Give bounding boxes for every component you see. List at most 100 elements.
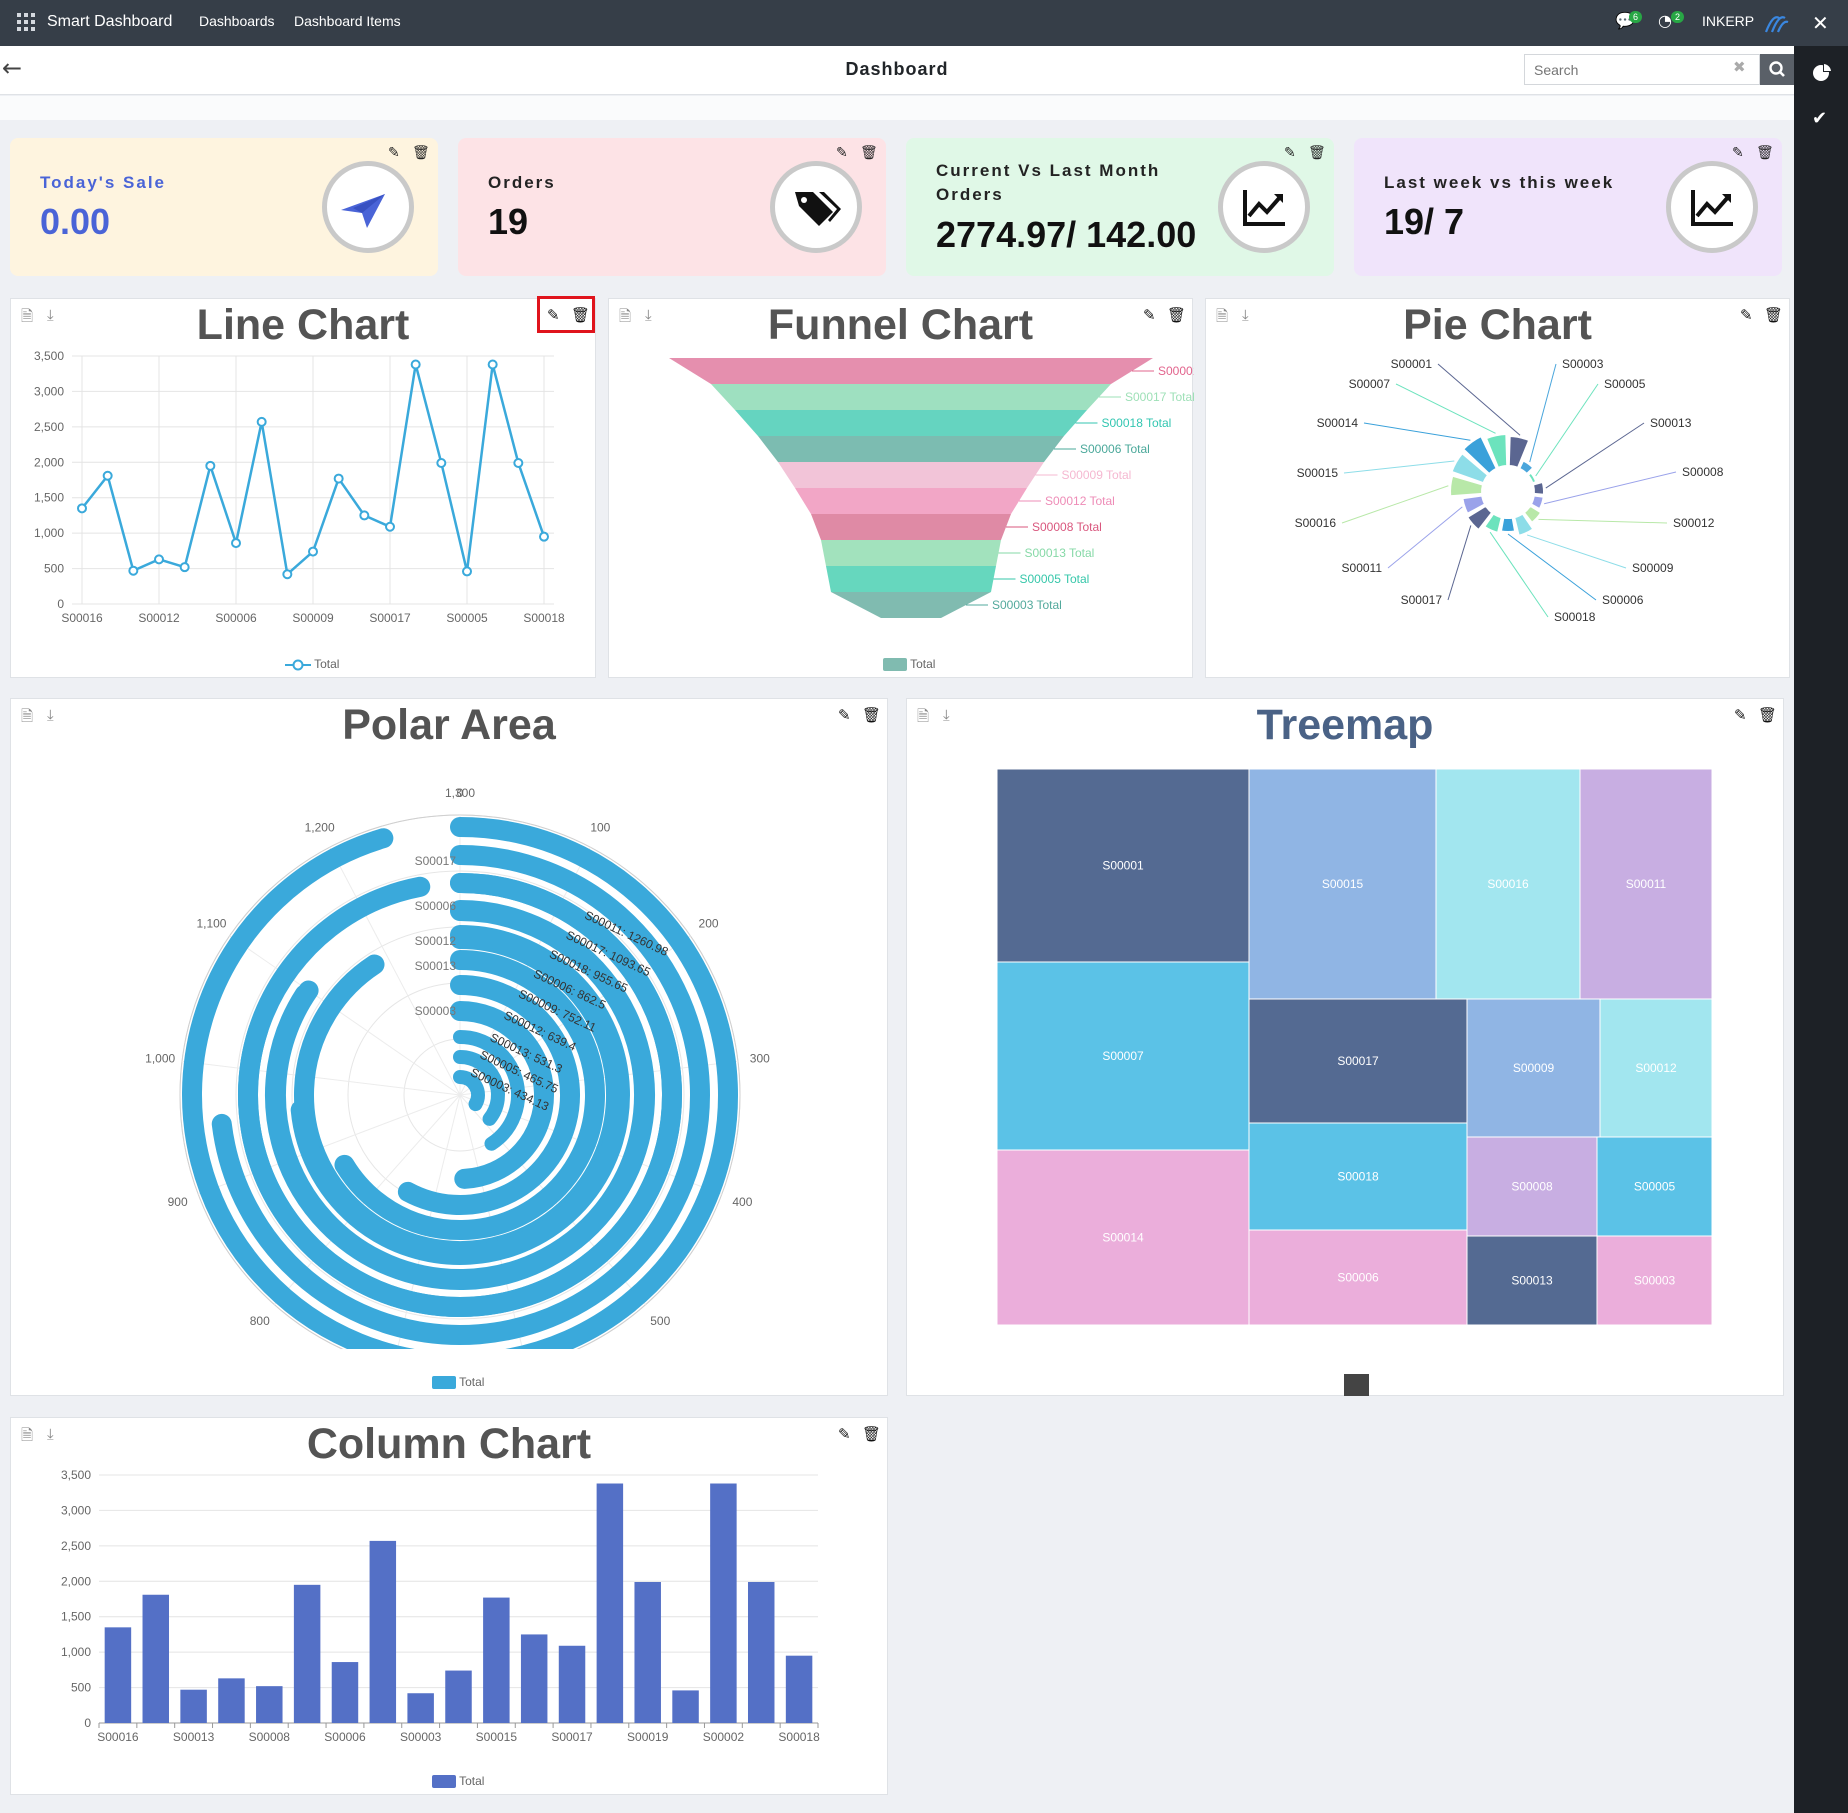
pie-leader-line	[1343, 460, 1455, 474]
column-bar	[256, 1686, 283, 1723]
chart-legend[interactable]: Total	[432, 1774, 484, 1789]
edit-icon[interactable]: ✎	[1284, 145, 1296, 161]
menu-dashboards[interactable]: Dashboards	[199, 13, 275, 29]
kpi-card[interactable]: Today's Sale 0.00 ✎ 🗑	[10, 138, 438, 276]
edit-icon[interactable]: ✎	[1740, 306, 1753, 324]
column-bar	[407, 1693, 434, 1723]
treemap-label: S00003	[1634, 1274, 1676, 1288]
pie-leader-line	[1507, 533, 1597, 601]
kpi-card[interactable]: Current Vs Last Month Orders 2774.97/ 142…	[906, 138, 1334, 276]
apps-menu-icon[interactable]	[17, 13, 35, 31]
trash-icon[interactable]: 🗑	[571, 306, 591, 324]
pie-label: S00015	[1297, 466, 1339, 480]
treemap-tile	[996, 961, 1250, 1151]
edit-icon[interactable]: ✎	[838, 706, 851, 724]
pie-label: S00006	[1602, 593, 1644, 607]
funnel-label: S00005 Total	[1020, 572, 1090, 586]
angle-tick-label: 1,100	[196, 916, 226, 930]
arrow-left-icon[interactable]: ←	[2, 54, 23, 82]
trash-icon[interactable]: 🗑	[862, 706, 882, 724]
polar-category-label: S00006	[415, 899, 457, 913]
angle-tick-label: 100	[590, 821, 610, 835]
page-title: Dashboard	[845, 59, 949, 79]
menu-dashboard-items[interactable]: Dashboard Items	[294, 13, 401, 29]
column-bar	[331, 1662, 359, 1723]
pie-label: S00005	[1604, 377, 1646, 391]
activity-clock-icon[interactable]: ◔	[1658, 11, 1672, 30]
y-tick-label: 3,000	[61, 1503, 91, 1517]
polar-category-label: S00012	[415, 934, 457, 948]
trash-icon[interactable]: 🗑	[1756, 145, 1774, 161]
trash-icon[interactable]: 🗑	[1308, 145, 1326, 161]
funnel-segment	[821, 540, 1001, 566]
line-chart-card: 🗎 ⤓ Line Chart ✎ 🗑 0 500 1,000 1,500 2,000 2,…	[10, 296, 596, 678]
download-icon[interactable]: ⤓	[47, 306, 54, 324]
treemap-label: S00001	[1102, 859, 1144, 873]
search-input[interactable]	[1524, 54, 1760, 85]
polar-bar	[453, 1050, 505, 1126]
clear-search-icon[interactable]: ✖	[1733, 59, 1746, 76]
kpi-card[interactable]: Last week vs this week 19/ 7 ✎ 🗑	[1354, 138, 1782, 276]
export-doc-icon[interactable]: 🗎	[619, 307, 632, 325]
edit-icon[interactable]: ✎	[1143, 306, 1156, 324]
kpi-value: 0.00	[40, 201, 111, 242]
polar-category-label: S00013	[415, 959, 457, 973]
chart-legend[interactable]: Total	[432, 1375, 484, 1390]
download-icon[interactable]: ⤓	[47, 1425, 54, 1443]
polar-bar	[265, 900, 655, 1290]
treemap-tile	[1248, 998, 1468, 1124]
y-tick-label: 1,500	[34, 491, 64, 505]
kpi-card[interactable]: Orders 19 ✎ 🗑	[458, 138, 886, 276]
polar-bar	[450, 1001, 554, 1189]
export-doc-icon[interactable]: 🗎	[1216, 307, 1229, 325]
pie-chart-icon[interactable]	[1812, 63, 1832, 83]
trash-icon[interactable]: 🗑	[1167, 306, 1187, 324]
trash-icon[interactable]: 🗑	[860, 145, 878, 161]
chart-legend[interactable]: Total	[883, 657, 935, 672]
export-doc-icon[interactable]: 🗎	[917, 707, 930, 725]
search-button[interactable]	[1760, 54, 1794, 85]
trash-icon[interactable]: 🗑	[412, 145, 430, 161]
funnel-segment	[669, 358, 1153, 384]
kpi-value: 2774.97/ 142.00	[936, 214, 1197, 255]
funnel-segment	[826, 566, 996, 592]
x-tick-label: S00005	[446, 611, 488, 625]
trash-icon[interactable]: 🗑	[1758, 706, 1778, 724]
export-doc-icon[interactable]: 🗎	[21, 707, 34, 725]
pie-leader-line	[1437, 363, 1521, 436]
chart-legend[interactable]: Total	[285, 657, 339, 671]
paper-plane-icon	[341, 194, 385, 228]
angle-tick-label: 1,300	[445, 786, 475, 800]
pie-leader-line	[1538, 518, 1668, 524]
column-chart-plot: 0 500 1,000 1,500 2,000 2,500 3,000 3,500 S00016…	[61, 1468, 820, 1744]
export-doc-icon[interactable]: 🗎	[21, 307, 34, 325]
data-point	[128, 565, 139, 576]
edit-icon[interactable]: ✎	[836, 145, 848, 161]
company-name[interactable]: INKERP	[1702, 13, 1755, 29]
treemap-breadcrumb-box[interactable]	[1344, 1374, 1369, 1396]
export-doc-icon[interactable]: 🗎	[21, 1426, 34, 1444]
funnel-label: S00018 Total	[1102, 416, 1172, 430]
trash-icon[interactable]: 🗑	[1764, 306, 1784, 324]
column-bar	[672, 1690, 699, 1723]
download-icon[interactable]: ⤓	[47, 706, 54, 724]
download-icon[interactable]: ⤓	[943, 706, 950, 724]
treemap-label: S00008	[1511, 1180, 1553, 1194]
edit-icon[interactable]: ✎	[1732, 145, 1744, 161]
angle-tick-label: 300	[750, 1052, 770, 1066]
polar-spoke	[329, 846, 461, 1096]
check-icon[interactable]: ✔	[1812, 108, 1828, 129]
edit-icon[interactable]: ✎	[388, 145, 400, 161]
close-icon[interactable]: ✕	[1812, 13, 1829, 35]
treemap-label: S00005	[1634, 1180, 1676, 1194]
download-icon[interactable]: ⤓	[645, 306, 652, 324]
angle-tick-label: 500	[650, 1314, 670, 1328]
edit-icon[interactable]: ✎	[1734, 706, 1747, 724]
download-icon[interactable]: ⤓	[1242, 306, 1249, 324]
edit-icon[interactable]: ✎	[547, 306, 560, 324]
trash-icon[interactable]: 🗑	[862, 1425, 882, 1443]
funnel-chart-plot: S00001 S00017 Total S00018 Total S00006 Tot…	[669, 358, 1194, 618]
edit-icon[interactable]: ✎	[838, 1425, 851, 1443]
kpi-title: Orders	[488, 173, 556, 192]
app-name[interactable]: Smart Dashboard	[47, 13, 173, 30]
